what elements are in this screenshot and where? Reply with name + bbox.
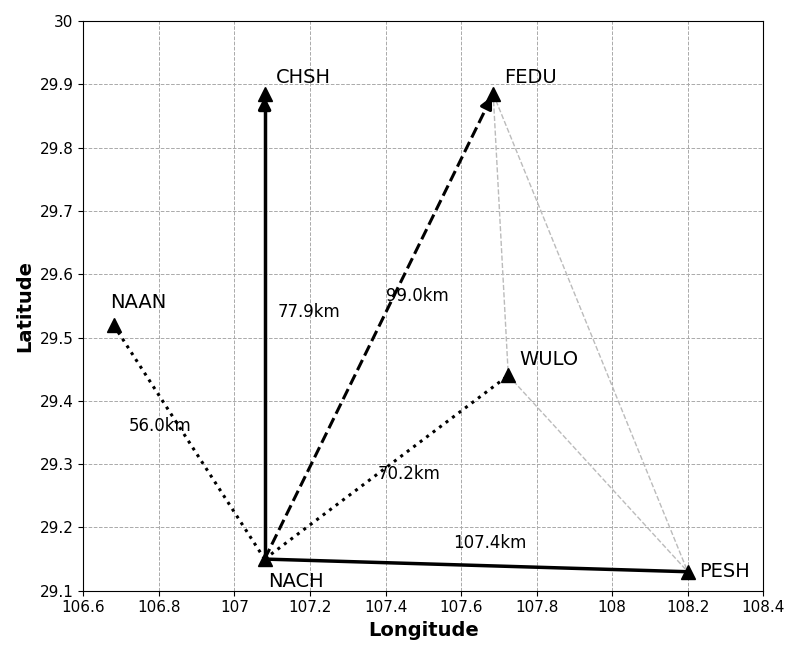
Text: WULO: WULO bbox=[520, 350, 578, 369]
Text: 70.2km: 70.2km bbox=[378, 464, 441, 483]
Text: NAAN: NAAN bbox=[110, 293, 166, 312]
Text: FEDU: FEDU bbox=[505, 69, 558, 88]
Text: 77.9km: 77.9km bbox=[278, 303, 341, 321]
Text: 56.0km: 56.0km bbox=[129, 417, 191, 435]
X-axis label: Longitude: Longitude bbox=[368, 621, 478, 640]
Text: PESH: PESH bbox=[699, 562, 750, 581]
Text: CHSH: CHSH bbox=[276, 69, 331, 88]
Text: NACH: NACH bbox=[268, 572, 324, 591]
Text: 99.0km: 99.0km bbox=[386, 288, 448, 305]
Y-axis label: Latitude: Latitude bbox=[15, 260, 34, 352]
Text: 107.4km: 107.4km bbox=[454, 534, 527, 552]
